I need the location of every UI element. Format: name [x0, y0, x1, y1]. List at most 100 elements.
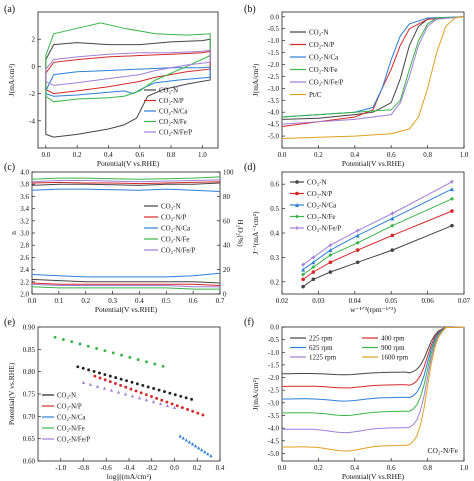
panel-label: (f) — [244, 317, 254, 328]
data-point-marker — [355, 240, 360, 245]
data-point-marker — [95, 384, 100, 388]
data-point-marker — [175, 404, 179, 408]
y-tick-label: -3.5 — [268, 412, 280, 420]
y-tick-label: -3.5 — [268, 97, 280, 105]
panel-f: (f) 0.0 0.2 0.4 0.6 0.8 1.0 0.0 -0.5 -1.0 -1.5 -2.0… — [244, 317, 469, 481]
y-tick-label: -3.0 — [268, 85, 280, 93]
data-point-marker — [123, 392, 128, 396]
x-tick-label: 0.2 — [81, 297, 90, 305]
x-tick-label: 0.8 — [167, 151, 176, 159]
x-tick-label: 0.2 — [314, 464, 323, 472]
data-point-marker — [116, 390, 121, 394]
y-tick-label: 0.80 — [23, 368, 36, 376]
data-point-marker — [165, 403, 170, 408]
data-point-marker — [152, 387, 156, 390]
legend-label: CO₂-N/Fe — [161, 236, 190, 244]
x-tick-label: 0.6 — [189, 297, 198, 305]
data-point-marker — [103, 373, 107, 376]
data-point-marker — [390, 233, 395, 238]
x-tick-label: 0.4 — [135, 297, 144, 305]
legend-label: CO₂-N/P — [309, 41, 334, 49]
legend-label: CO₂-N/P — [161, 214, 186, 222]
y-tick-label: 4.0 — [20, 169, 29, 177]
y-tick-label: 2.6 — [20, 254, 29, 262]
legend-label: CO₂-N — [159, 88, 178, 95]
legend-label: Pt/C — [309, 91, 322, 99]
series-line — [302, 210, 453, 280]
data-point-marker — [310, 254, 316, 260]
y-tick-label: -2 — [29, 90, 35, 98]
y-tick-label: -2.0 — [268, 374, 280, 382]
data-point-marker — [129, 387, 133, 391]
data-point-marker — [355, 233, 360, 238]
series-line — [281, 326, 465, 416]
x-axis-label: Potential(V vs.RHE) — [97, 159, 160, 168]
data-point-marker — [355, 260, 360, 265]
y2-tick-label: 100 — [223, 169, 234, 177]
x-tick-label: 0.0 — [278, 151, 287, 159]
y-tick-label: -1.0 — [268, 349, 280, 357]
data-point-marker — [181, 436, 185, 440]
y-tick-label: 0.3 — [270, 254, 279, 262]
y-tick-label: -2.5 — [268, 387, 280, 395]
data-point-marker — [328, 248, 333, 253]
x-tick-label: -0.2 — [146, 464, 158, 472]
data-point-marker — [390, 216, 395, 221]
legend-label: CO₂-N/Fe/P — [161, 247, 195, 255]
x-tick-label: -1.0 — [55, 464, 67, 472]
panel-label: (d) — [244, 162, 256, 173]
legend-label: CO₂-N/Fe — [159, 119, 187, 126]
data-point-marker — [165, 400, 169, 404]
data-point-marker — [301, 267, 306, 272]
series-line-h2o2 — [31, 282, 221, 286]
y2-tick-label: 0 — [223, 291, 227, 299]
data-point-marker — [70, 340, 74, 344]
series-line — [281, 326, 465, 402]
series-line — [281, 326, 465, 452]
data-point-marker — [81, 380, 86, 384]
data-point-marker — [390, 248, 395, 252]
legend-label: CO₂-N/P — [307, 190, 332, 198]
legend-label: 400 rpm — [381, 335, 405, 343]
data-point-marker — [311, 277, 316, 282]
legend-label: CO₂-N — [57, 393, 76, 400]
data-point-marker — [327, 242, 334, 248]
y-tick-label: -1.0 — [268, 37, 280, 45]
y-tick-label: -4.0 — [268, 425, 280, 433]
data-point-marker — [61, 338, 65, 341]
panel-e: (e) -1.0 -0.8 -0.6 -0.4 -0.2 0.0 0.2 0.4 0.60 0.65… — [4, 317, 225, 481]
series-line — [302, 181, 453, 266]
x-tick-label: -0.8 — [78, 464, 90, 472]
x-tick-label: 0.07 — [458, 297, 471, 305]
series-line — [281, 16, 465, 120]
data-point-marker — [450, 209, 454, 213]
x-tick-label: 1.0 — [460, 464, 469, 472]
legend-label: 1225 rpm — [309, 354, 337, 362]
data-point-marker — [203, 450, 207, 454]
series-line — [281, 16, 465, 127]
y2-tick-label: 20 — [223, 266, 231, 274]
series-line — [45, 66, 211, 97]
y-tick-label: 3.6 — [20, 193, 29, 201]
data-point-marker — [355, 248, 360, 252]
y-tick-label: -1.5 — [268, 361, 280, 369]
series-line — [302, 188, 453, 271]
x-tick-label: 0.2 — [193, 464, 202, 472]
data-point-marker — [295, 214, 299, 219]
axes-frame — [37, 11, 219, 149]
y-axis-label: J(mA/cm²) — [251, 63, 260, 96]
x-axis-label: Potential(V vs.RHE) — [342, 159, 405, 168]
legend-label: CO₂-N/Fe/P — [307, 225, 341, 233]
data-point-marker — [190, 397, 194, 401]
data-point-marker — [81, 366, 85, 370]
data-point-marker — [449, 179, 455, 185]
data-point-marker — [135, 382, 139, 386]
x-tick-label: 0.1 — [54, 297, 63, 305]
y-tick-label: 2.8 — [20, 242, 29, 250]
series-line — [302, 225, 453, 288]
data-point-marker — [145, 360, 148, 364]
legend-label: CO₂-N/Ca — [159, 109, 187, 116]
legend-label: CO₂-N/Fe — [307, 213, 336, 221]
panel-label: (a) — [4, 4, 15, 15]
data-point-marker — [161, 364, 165, 368]
